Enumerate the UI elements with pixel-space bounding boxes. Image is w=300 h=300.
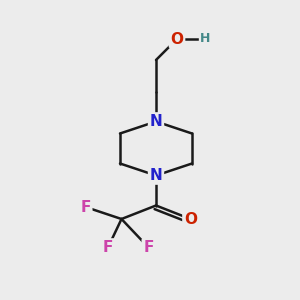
- Text: H: H: [200, 32, 211, 46]
- Text: F: F: [143, 240, 154, 255]
- Text: N: N: [150, 168, 162, 183]
- Text: N: N: [150, 114, 162, 129]
- Text: O: O: [170, 32, 184, 46]
- Text: F: F: [103, 240, 113, 255]
- Text: F: F: [80, 200, 91, 214]
- Text: O: O: [184, 212, 197, 226]
